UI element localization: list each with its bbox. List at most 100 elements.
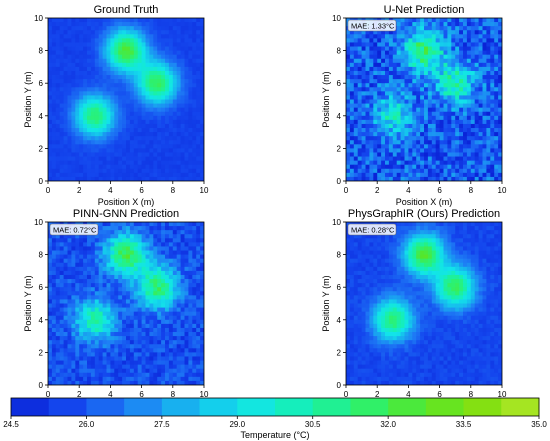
heatmap-cell bbox=[459, 156, 464, 162]
heatmap-cell bbox=[455, 83, 460, 88]
heatmap-cell bbox=[161, 46, 166, 52]
heatmap-cell bbox=[396, 111, 401, 117]
heatmap-cell bbox=[106, 172, 111, 178]
heatmap-cell bbox=[63, 254, 68, 260]
heatmap-cell bbox=[439, 144, 444, 149]
heatmap-cell bbox=[83, 323, 88, 329]
heatmap-cell bbox=[439, 140, 444, 145]
heatmap-cell bbox=[157, 287, 162, 292]
heatmap-cell bbox=[439, 148, 444, 153]
heatmap-cell bbox=[48, 283, 53, 288]
heatmap-cell bbox=[137, 250, 142, 256]
heatmap-cell bbox=[443, 26, 448, 31]
heatmap-cell bbox=[71, 50, 76, 56]
heatmap-cell bbox=[494, 83, 499, 88]
heatmap-cell bbox=[424, 30, 429, 35]
heatmap-cell bbox=[184, 368, 189, 374]
x-tick-label: 2 bbox=[375, 186, 380, 195]
heatmap-cell bbox=[451, 222, 456, 227]
heatmap-cell bbox=[466, 70, 472, 76]
heatmap-cell bbox=[48, 352, 53, 357]
heatmap-cell bbox=[133, 172, 139, 178]
heatmap-cell bbox=[75, 258, 80, 264]
heatmap-cell bbox=[141, 364, 146, 370]
heatmap-cell bbox=[373, 119, 378, 125]
heatmap-cell bbox=[114, 356, 119, 361]
heatmap-cell bbox=[168, 254, 174, 260]
heatmap-cell bbox=[90, 376, 96, 382]
heatmap-cell bbox=[79, 152, 84, 157]
heatmap-cell bbox=[412, 119, 417, 125]
heatmap-cell bbox=[87, 46, 92, 52]
heatmap-cell bbox=[149, 230, 154, 235]
heatmap-cell bbox=[412, 18, 417, 23]
heatmap-cell bbox=[83, 132, 88, 137]
heatmap-cell bbox=[420, 168, 425, 174]
heatmap-cell bbox=[388, 38, 394, 43]
heatmap-cell bbox=[165, 283, 170, 288]
heatmap-cell bbox=[51, 168, 57, 174]
heatmap-cell bbox=[176, 364, 181, 370]
heatmap-cell bbox=[373, 136, 378, 141]
heatmap-cell bbox=[137, 332, 142, 337]
heatmap-cell bbox=[83, 87, 88, 92]
heatmap-cell bbox=[431, 66, 437, 72]
heatmap-cell bbox=[466, 164, 472, 170]
heatmap-cell bbox=[48, 380, 53, 385]
heatmap-cell bbox=[87, 66, 92, 72]
heatmap-cell bbox=[94, 50, 100, 56]
heatmap-cell bbox=[408, 164, 413, 170]
heatmap-cell bbox=[180, 356, 185, 361]
heatmap-cell bbox=[48, 274, 53, 280]
heatmap-cell bbox=[365, 62, 370, 68]
heatmap-cell bbox=[55, 332, 61, 337]
heatmap-cell bbox=[392, 83, 398, 88]
heatmap-cell bbox=[431, 30, 437, 35]
heatmap-cell bbox=[141, 315, 146, 321]
heatmap-cell bbox=[176, 30, 181, 35]
heatmap-cell bbox=[482, 22, 487, 27]
heatmap-cell bbox=[196, 226, 201, 231]
heatmap-cell bbox=[83, 119, 88, 125]
heatmap-cell bbox=[141, 168, 146, 174]
heatmap-cell bbox=[353, 128, 359, 133]
heatmap-cell bbox=[90, 144, 96, 149]
heatmap-cell bbox=[153, 307, 158, 313]
heatmap-cell bbox=[192, 79, 197, 84]
heatmap-cell bbox=[172, 18, 178, 23]
heatmap-cell bbox=[79, 250, 84, 256]
heatmap-cell bbox=[165, 83, 170, 88]
heatmap-cell bbox=[145, 119, 150, 125]
heatmap-cell bbox=[447, 91, 452, 96]
heatmap-cell bbox=[172, 34, 178, 39]
heatmap-cell bbox=[55, 70, 61, 76]
heatmap-cell bbox=[455, 22, 460, 27]
heatmap-cell bbox=[165, 50, 170, 56]
heatmap-cell bbox=[172, 270, 178, 276]
heatmap-cell bbox=[94, 148, 100, 153]
heatmap-cell bbox=[110, 38, 115, 43]
heatmap-cell bbox=[67, 66, 72, 72]
heatmap-cell bbox=[196, 270, 201, 276]
heatmap-cell bbox=[447, 226, 452, 231]
heatmap-cell bbox=[408, 30, 413, 35]
heatmap-cell bbox=[161, 91, 166, 96]
heatmap-cell bbox=[431, 115, 437, 121]
heatmap-cell bbox=[196, 119, 201, 125]
heatmap-cell bbox=[180, 46, 185, 52]
heatmap-cell bbox=[161, 87, 166, 92]
heatmap-cell bbox=[126, 95, 131, 100]
heatmap-cell bbox=[369, 50, 374, 56]
heatmap-cell bbox=[67, 95, 72, 100]
heatmap-cell bbox=[63, 152, 68, 157]
x-tick-label: 10 bbox=[200, 390, 209, 399]
heatmap-cell bbox=[474, 123, 479, 129]
heatmap-cell bbox=[385, 99, 390, 104]
heatmap-cell bbox=[51, 307, 57, 313]
heatmap-cell bbox=[412, 140, 417, 145]
heatmap-cell bbox=[180, 287, 185, 292]
heatmap-cell bbox=[157, 144, 162, 149]
heatmap-cell bbox=[79, 356, 84, 361]
heatmap-cell bbox=[145, 34, 150, 39]
heatmap-cell bbox=[90, 291, 96, 296]
